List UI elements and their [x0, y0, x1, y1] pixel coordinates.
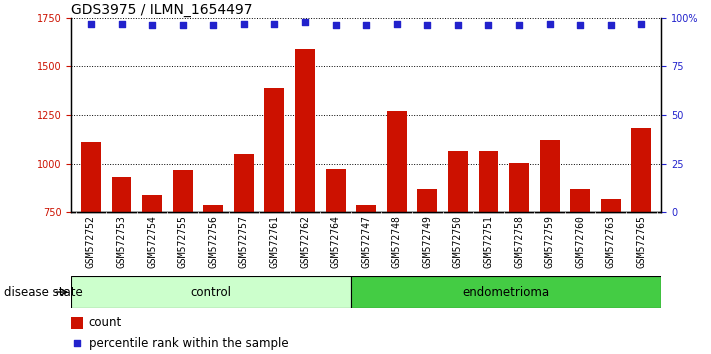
- Text: GSM572765: GSM572765: [636, 216, 646, 268]
- Text: GSM572756: GSM572756: [208, 216, 218, 268]
- Bar: [387, 111, 407, 354]
- Point: [208, 23, 219, 28]
- Text: GSM572752: GSM572752: [86, 216, 96, 268]
- Point: [636, 21, 647, 27]
- Text: GSM572755: GSM572755: [178, 216, 188, 268]
- Text: GSM572760: GSM572760: [575, 216, 585, 268]
- Point: [177, 23, 188, 28]
- Text: GSM572754: GSM572754: [147, 216, 157, 268]
- Point: [574, 23, 586, 28]
- Bar: [631, 128, 651, 354]
- Point: [483, 23, 494, 28]
- Text: count: count: [89, 316, 122, 329]
- Bar: [295, 49, 315, 354]
- Text: control: control: [191, 286, 231, 298]
- Point: [330, 23, 341, 28]
- Text: GDS3975 / ILMN_1654497: GDS3975 / ILMN_1654497: [71, 3, 252, 17]
- Point: [513, 23, 525, 28]
- Text: GSM572762: GSM572762: [300, 216, 310, 268]
- Bar: [81, 142, 101, 354]
- Bar: [540, 140, 560, 354]
- Bar: [142, 195, 162, 354]
- Point: [71, 341, 82, 346]
- Text: GSM572758: GSM572758: [514, 216, 524, 268]
- Point: [116, 21, 127, 27]
- Point: [605, 23, 616, 28]
- Bar: [326, 169, 346, 354]
- Text: percentile rank within the sample: percentile rank within the sample: [89, 337, 289, 350]
- Bar: [417, 189, 437, 354]
- Point: [269, 21, 280, 27]
- Bar: [351, 276, 661, 308]
- Text: endometrioma: endometrioma: [462, 286, 550, 298]
- Text: GSM572749: GSM572749: [422, 216, 432, 268]
- Bar: [203, 205, 223, 354]
- Text: GSM572764: GSM572764: [331, 216, 341, 268]
- Bar: [509, 163, 529, 354]
- Text: GSM572750: GSM572750: [453, 216, 463, 268]
- Bar: [448, 151, 468, 354]
- Bar: [601, 199, 621, 354]
- Text: GSM572759: GSM572759: [545, 216, 555, 268]
- Bar: [356, 205, 376, 354]
- Text: GSM572748: GSM572748: [392, 216, 402, 268]
- Bar: [71, 316, 83, 329]
- Bar: [71, 276, 351, 308]
- Point: [238, 21, 250, 27]
- Bar: [234, 154, 254, 354]
- Text: GSM572763: GSM572763: [606, 216, 616, 268]
- Bar: [264, 88, 284, 354]
- Point: [452, 23, 464, 28]
- Point: [146, 23, 158, 28]
- Bar: [479, 151, 498, 354]
- Text: disease state: disease state: [4, 286, 82, 298]
- Text: GSM572757: GSM572757: [239, 216, 249, 268]
- Bar: [570, 189, 590, 354]
- Point: [299, 19, 311, 24]
- Text: GSM572753: GSM572753: [117, 216, 127, 268]
- Bar: [173, 170, 193, 354]
- Point: [360, 23, 372, 28]
- Point: [391, 21, 402, 27]
- Text: GSM572761: GSM572761: [269, 216, 279, 268]
- Point: [422, 23, 433, 28]
- Point: [85, 21, 97, 27]
- Text: GSM572751: GSM572751: [483, 216, 493, 268]
- Text: GSM572747: GSM572747: [361, 216, 371, 268]
- Bar: [112, 177, 132, 354]
- Point: [544, 21, 555, 27]
